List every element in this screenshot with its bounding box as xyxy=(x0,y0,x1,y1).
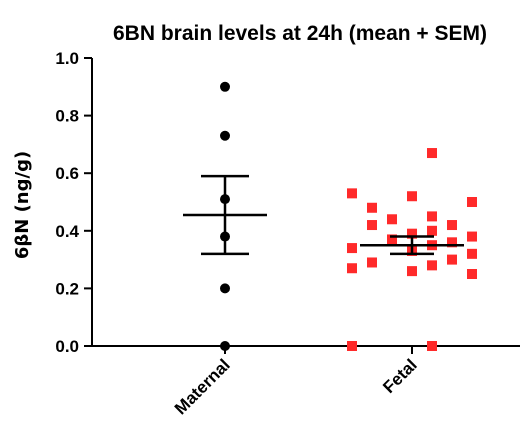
y-axis: 0.0 0.2 0.4 0.6 0.8 1.0 xyxy=(55,49,93,356)
data-point xyxy=(407,191,417,202)
data-point xyxy=(427,225,437,236)
data-point xyxy=(407,228,417,239)
data-point xyxy=(387,234,397,245)
data-point xyxy=(347,263,357,274)
data-point xyxy=(220,341,230,351)
chart-title: 6BN brain levels at 24h (mean + SEM) xyxy=(113,22,487,45)
data-point xyxy=(220,283,230,294)
data-point xyxy=(447,237,457,248)
data-points xyxy=(220,81,477,351)
data-point xyxy=(447,254,457,265)
data-point xyxy=(367,202,377,213)
data-point xyxy=(367,220,377,231)
data-point xyxy=(220,130,230,141)
x-tick-label: Fetal xyxy=(379,355,420,396)
data-point xyxy=(427,341,437,351)
y-axis-label: 6βN (ng/g) xyxy=(12,151,33,259)
x-axis: Maternal Fetal xyxy=(92,345,520,418)
data-point xyxy=(467,231,477,242)
data-point xyxy=(407,266,417,277)
data-point xyxy=(347,188,357,199)
x-tick-label: Maternal xyxy=(171,355,234,418)
error-bars xyxy=(183,174,464,256)
data-point xyxy=(447,220,457,231)
data-point xyxy=(347,341,357,351)
y-tick-label: 0.8 xyxy=(55,107,79,126)
data-point xyxy=(220,81,230,92)
y-tick-label: 0.2 xyxy=(55,279,79,298)
data-point xyxy=(467,197,477,207)
data-point xyxy=(347,243,357,254)
data-point xyxy=(467,248,477,259)
data-point xyxy=(427,260,437,271)
y-tick-label: 1.0 xyxy=(55,49,79,68)
data-point xyxy=(367,257,377,268)
data-point xyxy=(427,211,437,222)
data-point xyxy=(467,269,477,279)
data-point xyxy=(427,148,437,159)
y-tick-label: 0.0 xyxy=(55,337,79,356)
data-point xyxy=(387,214,397,225)
y-tick-label: 0.6 xyxy=(55,164,79,183)
y-tick-label: 0.4 xyxy=(55,222,79,241)
